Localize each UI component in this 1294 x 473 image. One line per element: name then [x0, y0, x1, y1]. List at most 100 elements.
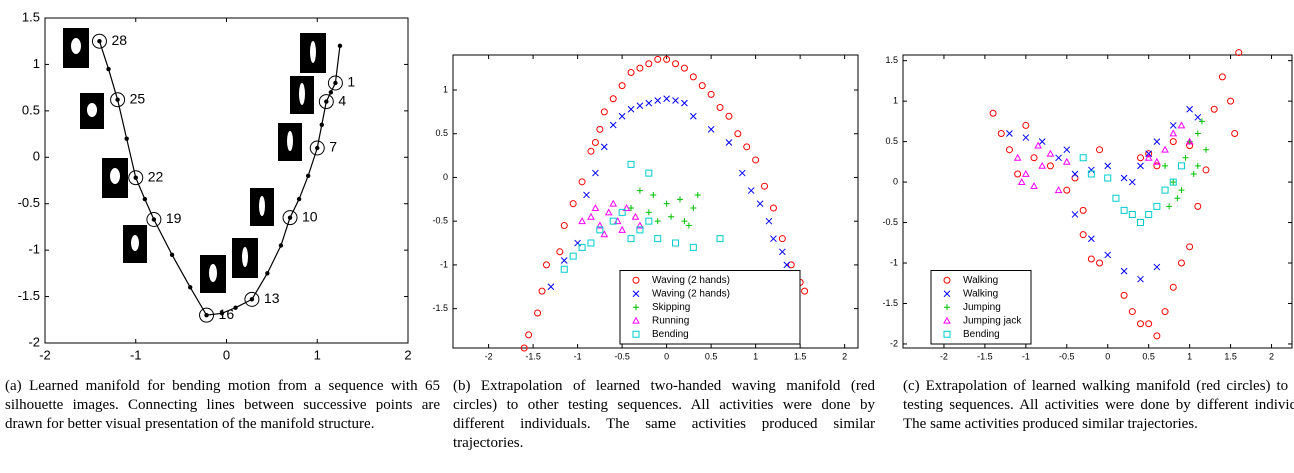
point — [1177, 121, 1186, 129]
point — [609, 217, 617, 225]
point — [636, 102, 644, 110]
x-tick-label: -1.5 — [525, 351, 541, 361]
point-label: 7 — [329, 139, 337, 155]
point — [287, 215, 293, 220]
point — [1145, 210, 1153, 218]
point — [1235, 49, 1243, 56]
legend-marker — [632, 330, 640, 338]
point — [1186, 142, 1194, 150]
point — [1006, 130, 1013, 137]
point — [628, 205, 635, 212]
legend-marker — [943, 290, 951, 298]
point — [587, 212, 595, 220]
point — [1013, 153, 1022, 161]
point — [525, 331, 533, 339]
y-tick-label: 1 — [893, 96, 898, 106]
point — [587, 239, 595, 247]
point — [574, 239, 581, 247]
point — [613, 217, 622, 225]
point — [1112, 194, 1120, 202]
point-label: 19 — [166, 210, 182, 226]
point — [600, 230, 609, 238]
point — [204, 312, 209, 318]
legend-marker — [943, 316, 951, 324]
point — [296, 196, 302, 202]
point — [1071, 170, 1079, 178]
point — [631, 212, 640, 220]
point — [1194, 113, 1202, 121]
point — [1022, 121, 1030, 129]
point — [668, 213, 675, 220]
caption: (a) Learned manifold for bending motion … — [5, 378, 440, 432]
y-tick-label: -1 — [440, 259, 448, 269]
point — [1190, 170, 1197, 177]
point — [333, 80, 338, 86]
point — [1227, 97, 1235, 105]
point — [752, 156, 760, 164]
point — [681, 99, 688, 107]
y-tick-label: 0 — [443, 172, 448, 182]
point — [249, 297, 255, 302]
point — [997, 129, 1005, 138]
legend-label: Bending — [652, 329, 689, 340]
point — [560, 257, 568, 264]
point — [1174, 195, 1181, 202]
point — [1104, 251, 1112, 259]
point — [542, 261, 550, 269]
point — [1186, 243, 1194, 251]
point — [1153, 332, 1161, 340]
point — [1038, 138, 1046, 145]
x-tick-label: -2 — [940, 351, 948, 361]
annotated-point — [318, 94, 334, 110]
point — [672, 97, 679, 104]
point — [1055, 154, 1062, 162]
point — [743, 143, 751, 151]
point — [560, 265, 568, 273]
point-label: 1 — [347, 74, 355, 90]
point — [1096, 259, 1104, 267]
point — [337, 43, 343, 49]
point — [169, 252, 175, 257]
point — [778, 248, 786, 256]
point — [609, 95, 617, 103]
point — [627, 105, 635, 113]
annotated-point — [199, 307, 215, 323]
y-tick-label: -0.5 — [882, 217, 898, 227]
point — [725, 112, 733, 120]
point — [1145, 320, 1153, 328]
point — [1017, 178, 1026, 185]
point — [1194, 130, 1201, 137]
point — [1046, 162, 1054, 170]
point — [583, 191, 590, 199]
point — [1153, 162, 1161, 170]
point — [725, 139, 733, 146]
point — [756, 200, 764, 208]
point — [233, 305, 238, 310]
point — [716, 235, 724, 243]
point — [1022, 134, 1030, 141]
point — [142, 196, 148, 202]
point — [672, 239, 680, 247]
point — [747, 187, 755, 194]
x-tick-label: 0 — [223, 347, 230, 362]
point — [1161, 145, 1169, 153]
point — [1202, 166, 1210, 174]
point — [680, 64, 688, 72]
point — [591, 204, 600, 211]
point — [627, 235, 635, 243]
point — [770, 235, 777, 243]
point — [663, 55, 671, 63]
annotated-point — [91, 33, 107, 49]
point — [1034, 141, 1042, 149]
x-tick-label: 0 — [664, 351, 669, 361]
point — [654, 55, 662, 63]
y-tick-label: -1 — [28, 242, 40, 257]
point — [783, 261, 791, 269]
x-tick-label: -2 — [39, 347, 51, 362]
point — [707, 90, 715, 98]
plot-frame — [44, 17, 409, 344]
point — [534, 309, 542, 317]
point — [663, 200, 670, 207]
point — [1169, 178, 1177, 186]
x-tick-label: -1 — [130, 347, 142, 362]
